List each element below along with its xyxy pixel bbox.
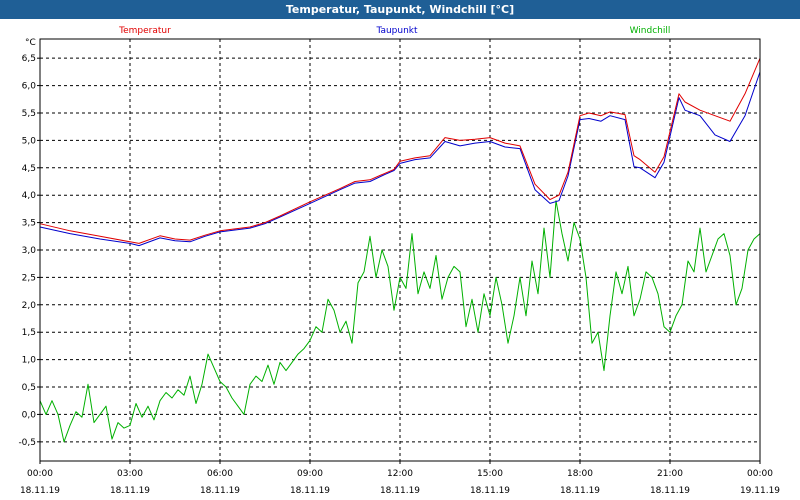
series-line-temperatur: [39, 58, 761, 244]
legend-windchill: Windchill: [630, 26, 671, 36]
y-axis-tick-labels: -0,5 0,0 0,5 1,0 1,5 2,0 2,5 3,0 3,5 4,0 4,5 5,0 5,5…: [18, 54, 36, 448]
y-tick-label: 2,5: [22, 273, 36, 283]
x-tick-date: 18.11.19: [470, 486, 510, 496]
y-axis-unit: °C: [25, 38, 36, 48]
x-tick-date: 19.11.19: [740, 486, 780, 496]
legend: Temperatur Taupunkt Windchill: [118, 26, 670, 36]
legend-temperatur: Temperatur: [118, 26, 171, 36]
x-tick-time: 12:00: [387, 469, 413, 479]
x-tick-time: 03:00: [117, 469, 143, 479]
x-tick-date: 18.11.19: [200, 486, 240, 496]
y-tick-label: 0,0: [22, 410, 37, 420]
legend-taupunkt: Taupunkt: [375, 26, 418, 36]
y-tick-label: 4,0: [22, 191, 37, 201]
x-tick-time: 21:00: [657, 469, 683, 479]
plot-area-frame: [39, 38, 761, 462]
series-line-windchill: [39, 200, 761, 443]
x-tick-date: 18.11.19: [290, 486, 330, 496]
x-tick-time: 15:00: [477, 469, 503, 479]
y-tick-label: 6,0: [22, 82, 37, 92]
line-chart: °C Temperatur Taupunkt Windchill -0,5 0,0 0,…: [18, 26, 780, 496]
x-tick-time: 18:00: [567, 469, 593, 479]
y-tick-label: 0,5: [22, 383, 36, 393]
window-title-bar: Temperatur, Taupunkt, Windchill [°C]: [0, 0, 800, 19]
x-tick-date: 18.11.19: [20, 486, 60, 496]
x-tick-date: 18.11.19: [650, 486, 690, 496]
x-tick-date: 18.11.19: [380, 486, 420, 496]
chart-grid: [37, 39, 761, 464]
y-tick-label: 5,5: [22, 109, 36, 119]
x-tick-time: 09:00: [297, 469, 323, 479]
y-tick-label: 5,0: [22, 136, 37, 146]
x-tick-date: 18.11.19: [560, 486, 600, 496]
x-tick-time: 00:00: [747, 469, 773, 479]
y-tick-label: -0,5: [18, 438, 36, 448]
y-tick-label: 1,0: [22, 356, 37, 366]
x-axis-tick-labels: 00:00 18.11.19 03:00 18.11.19 06:00 18.11.19 0…: [20, 469, 780, 496]
window-title: Temperatur, Taupunkt, Windchill [°C]: [285, 3, 515, 16]
y-tick-label: 3,0: [22, 246, 37, 256]
y-tick-label: 2,0: [22, 301, 37, 311]
x-tick-time: 00:00: [27, 469, 53, 479]
series-line-taupunkt: [39, 71, 761, 247]
y-tick-label: 1,5: [22, 328, 36, 338]
y-tick-label: 3,5: [22, 219, 36, 229]
chart-series: [39, 58, 761, 443]
y-tick-label: 4,5: [22, 164, 36, 174]
x-tick-date: 18.11.19: [110, 486, 150, 496]
x-tick-time: 06:00: [207, 469, 233, 479]
y-tick-label: 6,5: [22, 54, 36, 64]
